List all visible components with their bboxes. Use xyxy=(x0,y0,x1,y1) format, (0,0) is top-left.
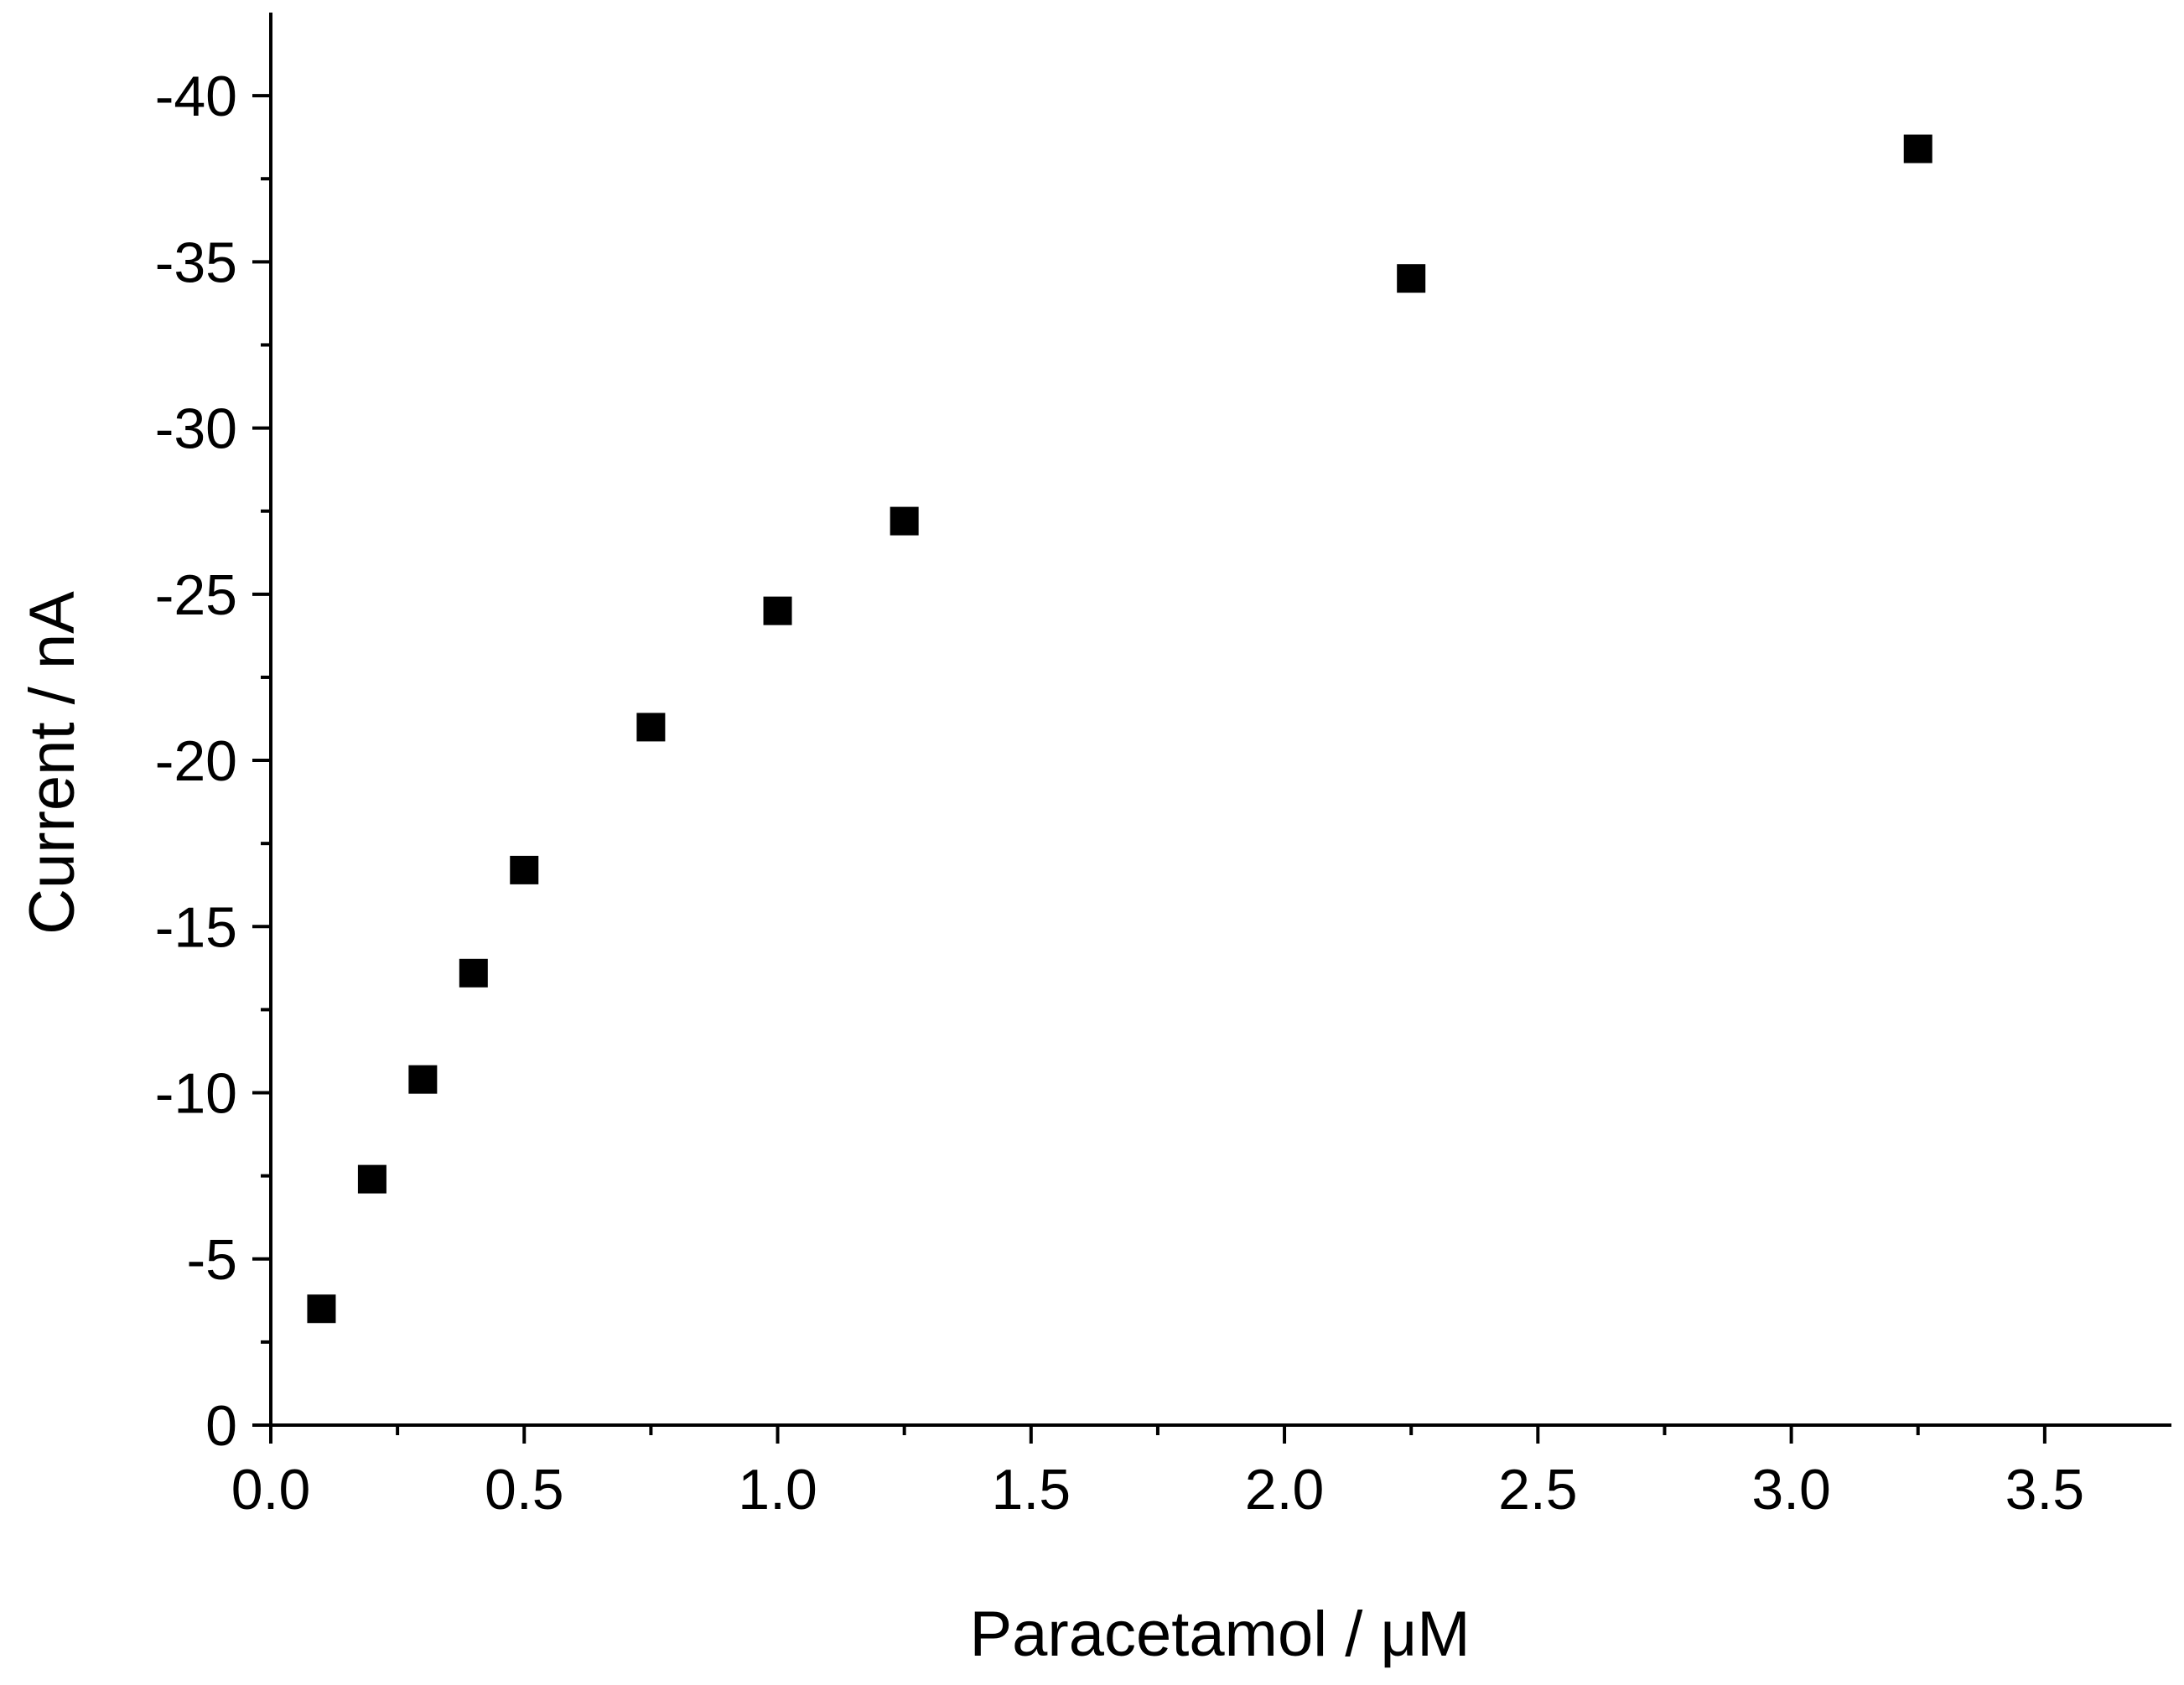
data-point xyxy=(1397,264,1426,293)
x-tick-label: 1.0 xyxy=(738,1458,817,1522)
x-tick-label: 0.5 xyxy=(485,1458,564,1522)
x-tick-label: 2.0 xyxy=(1245,1458,1325,1522)
ticks xyxy=(252,94,2047,1444)
x-tick-label: 2.5 xyxy=(1498,1458,1578,1522)
x-tick-label: 3.5 xyxy=(2005,1458,2085,1522)
data-point xyxy=(357,1164,386,1194)
y-tick-label: -25 xyxy=(155,563,237,627)
data-point xyxy=(459,958,488,988)
data-point xyxy=(307,1294,336,1324)
data-point xyxy=(408,1065,438,1094)
y-tick-label: -40 xyxy=(155,65,237,128)
data-point xyxy=(510,855,539,884)
y-tick-label: -35 xyxy=(155,231,237,294)
axes xyxy=(269,13,2171,1427)
y-tick-label: -15 xyxy=(155,895,237,959)
y-tick-label: -10 xyxy=(155,1062,237,1126)
data-point xyxy=(890,506,919,536)
y-tick-label: -5 xyxy=(187,1228,237,1292)
data-point xyxy=(636,713,666,742)
data-points xyxy=(307,134,1932,1324)
x-axis-title: Paracetamol / μM xyxy=(969,1599,1470,1670)
x-tick-label: 0.0 xyxy=(231,1458,311,1522)
y-axis-title: Current / nA xyxy=(17,591,88,935)
data-point xyxy=(1903,134,1932,163)
y-tick-label: 0 xyxy=(205,1394,237,1458)
data-point xyxy=(763,596,792,625)
x-tick-label: 3.0 xyxy=(1751,1458,1831,1522)
y-tick-label: -20 xyxy=(155,729,237,793)
y-tick-label: -30 xyxy=(155,397,237,461)
x-tick-label: 1.5 xyxy=(992,1458,1071,1522)
tick-labels: 0.0 0.5 1.0 1.5 2.0 2.5 3.0 3.5 0 -5 -10 -15 -20 -25 -… xyxy=(155,65,2084,1522)
